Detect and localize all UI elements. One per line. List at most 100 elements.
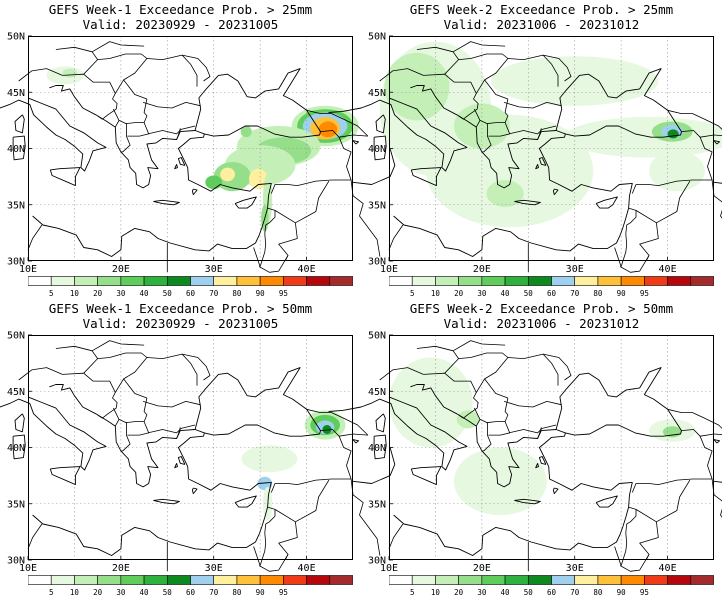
y-tick-label: 30N bbox=[7, 556, 25, 567]
coastline bbox=[595, 196, 618, 209]
colorbar-swatch bbox=[411, 276, 436, 286]
colorbar-swatch bbox=[597, 575, 622, 585]
y-tick-label: 35N bbox=[7, 499, 25, 510]
colorbar-label: 60 bbox=[547, 588, 557, 597]
country-border bbox=[62, 73, 118, 120]
colorbar-label: 40 bbox=[140, 588, 150, 597]
colorbar-swatch bbox=[28, 575, 52, 585]
colorbar-label: 70 bbox=[209, 588, 219, 597]
x-tick-label: 20E bbox=[473, 563, 491, 574]
colorbar-swatch bbox=[435, 276, 459, 286]
coastline bbox=[191, 188, 198, 196]
country-border bbox=[475, 378, 485, 393]
panel-valid-dates: Valid: 20231006 - 20231012 bbox=[443, 316, 640, 331]
country-border bbox=[125, 421, 150, 436]
coastline bbox=[177, 456, 186, 465]
country-border bbox=[259, 255, 289, 273]
country-border bbox=[614, 546, 622, 566]
probability-shading bbox=[389, 357, 696, 516]
country-border bbox=[83, 352, 148, 374]
country-border bbox=[62, 372, 118, 419]
probability-area bbox=[649, 150, 705, 192]
panel-title: GEFS Week-2 Exceedance Prob. > 25mm bbox=[409, 2, 674, 17]
y-tick-label: 45N bbox=[368, 387, 386, 398]
colorbar-label: 40 bbox=[501, 588, 511, 597]
colorbar-label: 20 bbox=[93, 588, 103, 597]
coastline bbox=[535, 164, 539, 170]
colorbar: 5 10 20 30 40 50 60 70 80 90 95 bbox=[28, 276, 353, 298]
map-panel-week1-50mm: GEFS Week-1 Exceedance Prob. > 50mm Vali… bbox=[0, 299, 396, 598]
colorbar-label: 80 bbox=[232, 588, 242, 597]
colorbar-label: 80 bbox=[593, 289, 603, 298]
country-border bbox=[176, 427, 181, 439]
colorbar-swatch bbox=[236, 276, 261, 286]
colorbar-label: 10 bbox=[70, 588, 80, 597]
colorbar-swatch bbox=[504, 276, 529, 286]
probability-area bbox=[454, 103, 510, 149]
gridlines bbox=[389, 335, 714, 560]
coastline bbox=[595, 495, 618, 508]
probability-map: 10E 20E 30E 40E 30N 35N 40N 45N 50N bbox=[328, 331, 722, 574]
country-border bbox=[416, 345, 459, 359]
colorbar-swatch bbox=[259, 276, 284, 286]
colorbar-label: 95 bbox=[279, 289, 288, 298]
colorbar-swatch bbox=[97, 575, 122, 585]
coastline bbox=[514, 199, 541, 206]
country-border bbox=[452, 41, 506, 53]
country-border bbox=[147, 125, 196, 135]
probability-shading bbox=[379, 41, 722, 228]
colorbar-swatch bbox=[74, 575, 98, 585]
colorbar: 5 10 20 30 40 50 60 70 80 90 95 bbox=[389, 575, 714, 597]
colorbar-swatch bbox=[329, 276, 353, 286]
country-border bbox=[486, 421, 511, 436]
y-tick-label: 50N bbox=[368, 32, 386, 43]
y-tick-label: 45N bbox=[7, 387, 25, 398]
country-border bbox=[55, 46, 98, 60]
probability-shading bbox=[241, 410, 346, 521]
coastline bbox=[535, 463, 539, 469]
country-border bbox=[143, 98, 148, 123]
colorbar-swatch bbox=[143, 575, 168, 585]
colorbar-swatch bbox=[236, 575, 261, 585]
country-border bbox=[635, 509, 657, 523]
coastline bbox=[538, 456, 547, 465]
coastline bbox=[555, 367, 682, 437]
country-border bbox=[18, 367, 63, 381]
colorbar-label: 5 bbox=[49, 588, 54, 597]
country-border bbox=[306, 109, 369, 137]
country-border bbox=[270, 436, 352, 493]
colorbar-swatch bbox=[120, 575, 145, 585]
coastline bbox=[234, 495, 257, 508]
coastline bbox=[49, 167, 81, 187]
x-tick-label: 10E bbox=[380, 563, 398, 574]
y-tick-label: 40N bbox=[7, 144, 25, 155]
colorbar-swatch bbox=[667, 276, 692, 286]
colorbar-swatch bbox=[190, 276, 215, 286]
coastline bbox=[14, 114, 25, 134]
panel-valid-dates: Valid: 20231006 - 20231012 bbox=[443, 17, 640, 32]
coastline bbox=[352, 439, 360, 444]
colorbar-label: 30 bbox=[116, 289, 126, 298]
x-tick-label: 40E bbox=[659, 563, 677, 574]
country-border bbox=[265, 207, 276, 226]
colorbar-label: 90 bbox=[617, 289, 627, 298]
country-border bbox=[118, 120, 131, 153]
colorbar-swatch bbox=[259, 575, 284, 585]
y-tick-label: 30N bbox=[368, 556, 386, 567]
country-border bbox=[113, 407, 120, 427]
colorbar-swatch bbox=[283, 575, 307, 585]
coastline bbox=[713, 439, 721, 444]
probability-area bbox=[257, 476, 273, 491]
colorbar-swatch bbox=[50, 575, 75, 585]
x-tick-label: 10E bbox=[380, 264, 398, 275]
country-border bbox=[635, 210, 657, 224]
country-border bbox=[379, 367, 424, 381]
coastline bbox=[153, 199, 180, 206]
coastline bbox=[234, 196, 257, 209]
country-border bbox=[274, 210, 296, 224]
country-border bbox=[508, 125, 557, 135]
x-tick-label: 20E bbox=[112, 264, 130, 275]
coastline bbox=[194, 68, 321, 138]
country-border bbox=[444, 352, 509, 374]
colorbar-label: 60 bbox=[186, 588, 196, 597]
